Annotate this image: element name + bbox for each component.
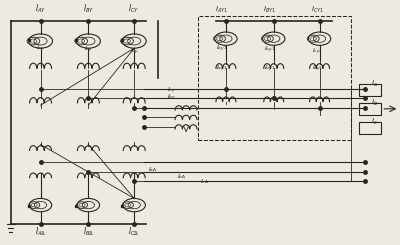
Bar xyxy=(360,84,381,96)
Text: $I_{b\Delta}$: $I_{b\Delta}$ xyxy=(177,172,187,181)
Bar xyxy=(360,103,381,115)
Text: $I_{b}$: $I_{b}$ xyxy=(372,98,378,108)
Text: $I_{by}$: $I_{by}$ xyxy=(167,93,176,103)
Text: $I_{by1}$: $I_{by1}$ xyxy=(264,45,276,55)
Bar xyxy=(360,122,381,134)
Text: $I_{c}$: $I_{c}$ xyxy=(372,116,378,127)
Text: $I_{cy}$: $I_{cy}$ xyxy=(130,46,139,57)
Text: $I_{BY1}$: $I_{BY1}$ xyxy=(263,5,276,15)
Text: $I_{c\Delta}$: $I_{c\Delta}$ xyxy=(200,177,209,186)
Text: $I_{a}$: $I_{a}$ xyxy=(372,78,378,89)
Text: $I_{C\Delta}$: $I_{C\Delta}$ xyxy=(128,226,140,238)
Text: $I_{B\Delta}$: $I_{B\Delta}$ xyxy=(83,226,94,238)
Text: $I_{CY1}$: $I_{CY1}$ xyxy=(311,5,324,15)
Text: $I_{by1}$: $I_{by1}$ xyxy=(264,64,276,74)
Text: $I_{AY1}$: $I_{AY1}$ xyxy=(216,5,228,15)
Text: $I_{cy1}$: $I_{cy1}$ xyxy=(312,64,323,74)
Text: $I_{by}$: $I_{by}$ xyxy=(84,45,93,55)
Text: $I_{CY}$: $I_{CY}$ xyxy=(128,2,140,15)
Text: $I_{cy}$: $I_{cy}$ xyxy=(167,86,176,96)
Text: $I_{ay}$: $I_{ay}$ xyxy=(36,44,45,54)
Text: $I_{A\Delta}$: $I_{A\Delta}$ xyxy=(35,226,46,238)
Text: $I_{a\Delta}$: $I_{a\Delta}$ xyxy=(148,165,158,174)
Text: $I_{ay1}$: $I_{ay1}$ xyxy=(216,64,228,74)
Bar xyxy=(198,16,352,140)
Text: $I_{ay1}$: $I_{ay1}$ xyxy=(216,44,228,54)
Text: $I_{cy1}$: $I_{cy1}$ xyxy=(312,46,323,57)
Text: $I_{BY}$: $I_{BY}$ xyxy=(83,2,94,15)
Text: $I_{AY}$: $I_{AY}$ xyxy=(35,2,46,15)
